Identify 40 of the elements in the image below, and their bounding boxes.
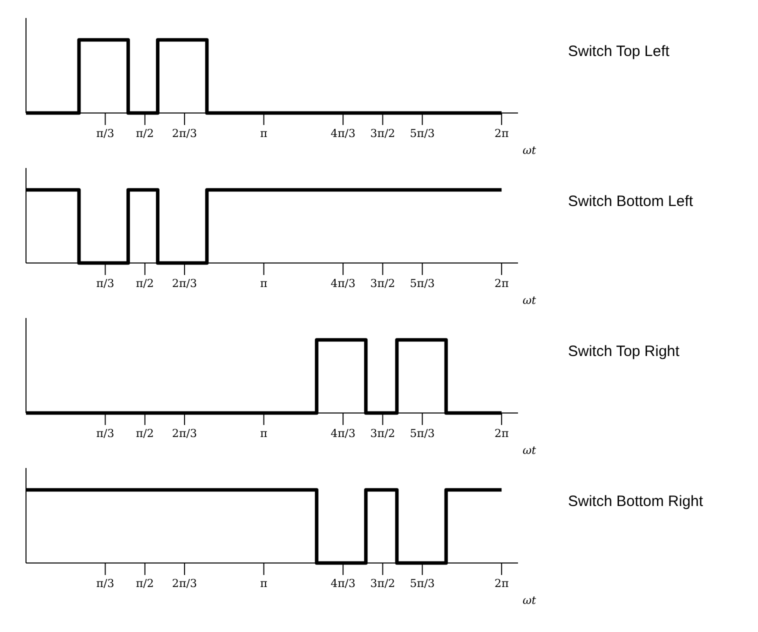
x-tick-label: 4π/3 (330, 127, 356, 140)
x-tick-label: 2π (494, 427, 509, 440)
x-tick-label: 2π/3 (172, 577, 197, 590)
x-tick-label: 2π (494, 277, 509, 290)
x-tick-label: π (260, 277, 268, 290)
x-tick-label: 5π/3 (410, 577, 435, 590)
x-axis-title: ωt (522, 144, 537, 157)
text: Switch Bottom Right (568, 493, 704, 510)
x-tick-label: 3π/2 (370, 427, 396, 440)
x-tick-label: 4π/3 (330, 277, 356, 290)
x-tick-label: π (260, 427, 268, 440)
x-tick-label: 2π (494, 127, 509, 140)
text: Switch Bottom Left (568, 193, 694, 210)
x-axis-title: ωt (522, 444, 537, 457)
x-tick-label: 5π/3 (410, 277, 435, 290)
x-tick-label: 4π/3 (330, 577, 356, 590)
x-tick-label: π/2 (136, 577, 154, 590)
x-axis-title: ωt (522, 594, 537, 607)
x-tick-label: π (260, 577, 268, 590)
x-tick-label: π (260, 127, 268, 140)
x-tick-label: π/2 (136, 127, 154, 140)
x-tick-label: π/2 (136, 277, 154, 290)
x-axis-title: ωt (522, 294, 537, 307)
x-tick-label: π/3 (96, 127, 114, 140)
x-tick-label: 5π/3 (410, 127, 435, 140)
text: Switch Top Left (568, 43, 670, 60)
x-tick-label: π/3 (96, 427, 114, 440)
x-tick-label: 2π (494, 577, 509, 590)
x-tick-label: 2π/3 (172, 277, 197, 290)
x-tick-label: 4π/3 (330, 427, 356, 440)
x-tick-label: π/3 (96, 277, 114, 290)
x-tick-label: 3π/2 (370, 277, 396, 290)
text: Switch Top Right (568, 343, 680, 360)
x-tick-label: π/3 (96, 577, 114, 590)
x-tick-label: 3π/2 (370, 577, 396, 590)
x-tick-label: 5π/3 (410, 427, 435, 440)
x-tick-label: 2π/3 (172, 427, 197, 440)
x-tick-label: 3π/2 (370, 127, 396, 140)
x-tick-label: 2π/3 (172, 127, 197, 140)
x-tick-label: π/2 (136, 427, 154, 440)
